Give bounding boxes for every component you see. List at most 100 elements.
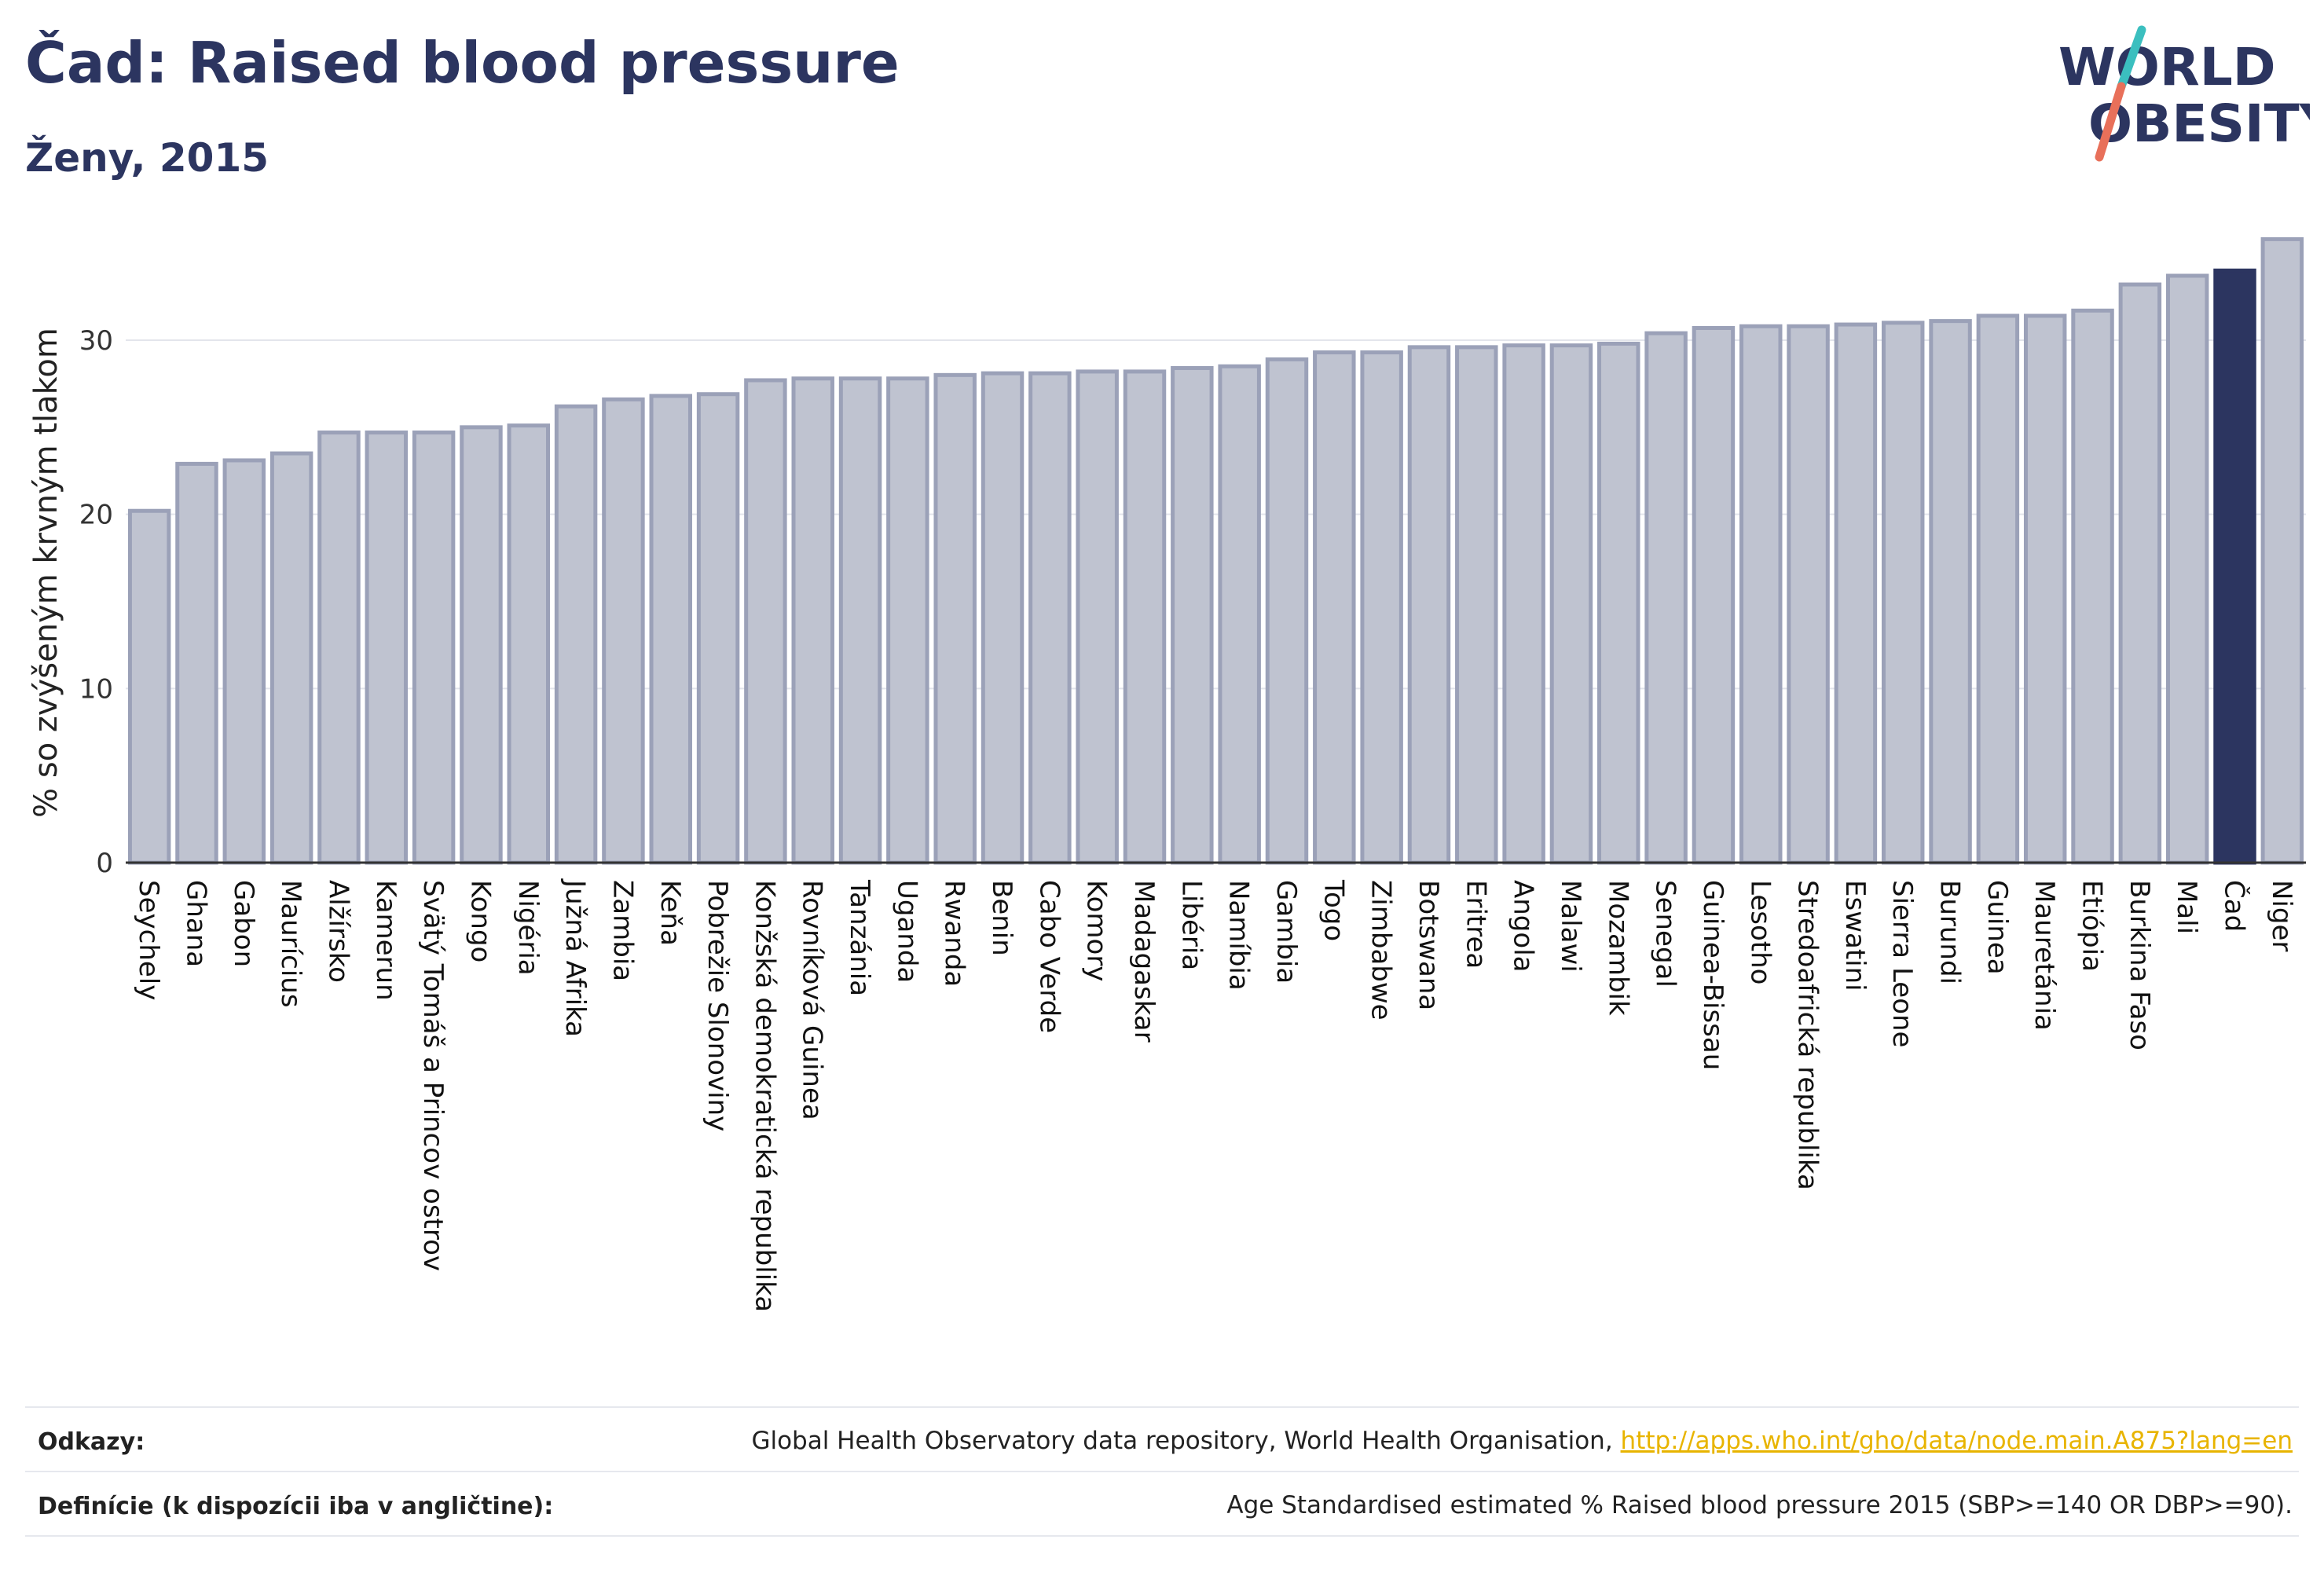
x-tick-label: Lesotho (1744, 880, 1776, 984)
x-tick-label: Guinea (1981, 880, 2013, 975)
bar-28 (1455, 345, 1498, 865)
x-tick-label: Alžírsko (322, 880, 354, 983)
y-axis-label: % so zvýšeným krvným tlakom (28, 328, 64, 818)
logo-slash-top (2117, 25, 2146, 91)
bar-2 (222, 458, 266, 865)
references-text: Global Health Observatory data repositor… (751, 1427, 2293, 1455)
x-tick-label: Burundi (1934, 880, 1966, 984)
bar-20 (1076, 369, 1119, 865)
references-source: Global Health Observatory data repositor… (751, 1427, 1621, 1455)
page-title: Čad: Raised blood pressure (25, 30, 900, 96)
x-tick-label: Nigéria (512, 880, 544, 976)
bar-45 (2260, 236, 2304, 865)
x-tick-label: Eswatini (1839, 880, 1871, 991)
x-tick-label: Senegal (1650, 880, 1681, 988)
bar-25 (1313, 350, 1356, 865)
bar-27 (1407, 345, 1451, 865)
bar-31 (1597, 341, 1640, 865)
bar-24 (1265, 357, 1309, 865)
x-tick-label: Togo (1318, 879, 1349, 941)
bar-5 (365, 430, 409, 865)
bar-8 (507, 423, 551, 865)
bar-22 (1171, 365, 1214, 865)
bar-36 (1834, 322, 1878, 865)
x-tick-label: Etiópia (2077, 880, 2108, 972)
bar-11 (649, 394, 692, 865)
x-tick-label: Uganda (891, 880, 922, 983)
bar-23 (1218, 364, 1261, 865)
world-obesity-logo: WORLD OBESITY (2058, 25, 2310, 162)
bar-3 (269, 451, 313, 865)
bar-15 (838, 376, 882, 865)
bar-37 (1881, 321, 1925, 865)
x-tick-label: Mali (2171, 880, 2202, 934)
x-tick-label: Gabon (228, 880, 259, 967)
x-tick-label: Mozambik (1602, 880, 1633, 1016)
bar-29 (1502, 343, 1545, 865)
x-tick-label: Namíbia (1223, 880, 1255, 991)
references-link[interactable]: http://apps.who.int/gho/data/node.main.A… (1620, 1427, 2293, 1455)
x-tick-label: Guinea-Bissau (1697, 880, 1728, 1070)
x-tick-label: Kamerun (370, 880, 401, 1001)
x-tick-label: Maurícius (275, 880, 306, 1008)
x-tick-label: Gambia (1270, 880, 1302, 984)
page-subtitle: Ženy, 2015 (25, 135, 269, 181)
bar-0 (127, 508, 171, 865)
bar-9 (554, 404, 598, 865)
x-tick-label: Seychely (133, 880, 164, 1000)
bar-7 (460, 425, 503, 865)
logo-line2: OBESITY (2088, 93, 2310, 154)
x-tick-label: Keňa (654, 880, 686, 946)
logo-slash-bottom (2095, 82, 2126, 162)
x-tick-label: Eritrea (1460, 880, 1491, 969)
bar-39 (1976, 313, 2020, 865)
bar-44 (2213, 268, 2256, 865)
bar-21 (1123, 369, 1167, 865)
bar-13 (744, 378, 787, 865)
references-label: Odkazy: (38, 1428, 145, 1456)
footer-divider-middle (25, 1471, 2299, 1472)
y-tick-label: 30 (79, 325, 113, 357)
x-tick-label: Libéria (1175, 880, 1207, 970)
bar-19 (1028, 371, 1072, 865)
definitions-text: Age Standardised estimated % Raised bloo… (1226, 1491, 2293, 1519)
footer-divider-bottom (25, 1535, 2299, 1537)
logo-line1: WORLD (2058, 37, 2276, 97)
x-tick-label: Cabo Verde (1033, 880, 1065, 1033)
bar-4 (317, 430, 361, 865)
x-tick-label: Čad (2219, 880, 2251, 932)
x-tick-label: Svätý Tomáš a Princov ostrov (417, 880, 449, 1271)
bar-42 (2118, 282, 2162, 865)
y-tick-label: 10 (79, 673, 113, 705)
bar-34 (1739, 324, 1783, 865)
x-tick-label: Rovníková Guinea (797, 880, 828, 1120)
bar-43 (2165, 273, 2209, 865)
x-tick-label: Angola (1508, 880, 1539, 972)
bar-40 (2023, 313, 2067, 865)
x-tick-label: Ghana (180, 880, 211, 967)
x-tick-label: Niger (2266, 880, 2297, 951)
y-tick-label: 0 (96, 848, 113, 879)
x-tick-label: Zambia (607, 880, 638, 981)
x-tick-label: Rwanda (939, 880, 970, 987)
x-tick-label: Pobrežie Slonoviny (702, 880, 733, 1131)
bar-16 (886, 376, 929, 865)
bar-12 (696, 392, 740, 865)
bar-6 (412, 430, 456, 865)
x-tick-label: Botswana (1413, 880, 1444, 1010)
bar-30 (1549, 343, 1593, 865)
x-tick-label: Zimbabwe (1365, 880, 1397, 1021)
x-tick-label: Južná Afrika (559, 878, 591, 1037)
x-tick-label: Konžská demokratická republika (749, 880, 780, 1312)
bar-17 (933, 372, 977, 865)
x-tick-label: Madagaskar (1128, 880, 1160, 1043)
x-tick-label: Tanzánia (844, 879, 875, 996)
bar-10 (602, 397, 645, 865)
x-tick-label: Benin (986, 880, 1017, 956)
bar-18 (981, 371, 1025, 865)
bar-chart: 0 10 20 30 % so zvýšeným krvným tlakom Seyche… (28, 236, 2306, 1312)
x-tick-label: Burkina Faso (2124, 880, 2155, 1050)
y-tick-label: 20 (79, 500, 113, 531)
x-tick-label: Malawi (1555, 880, 1586, 973)
bar-1 (175, 461, 218, 865)
